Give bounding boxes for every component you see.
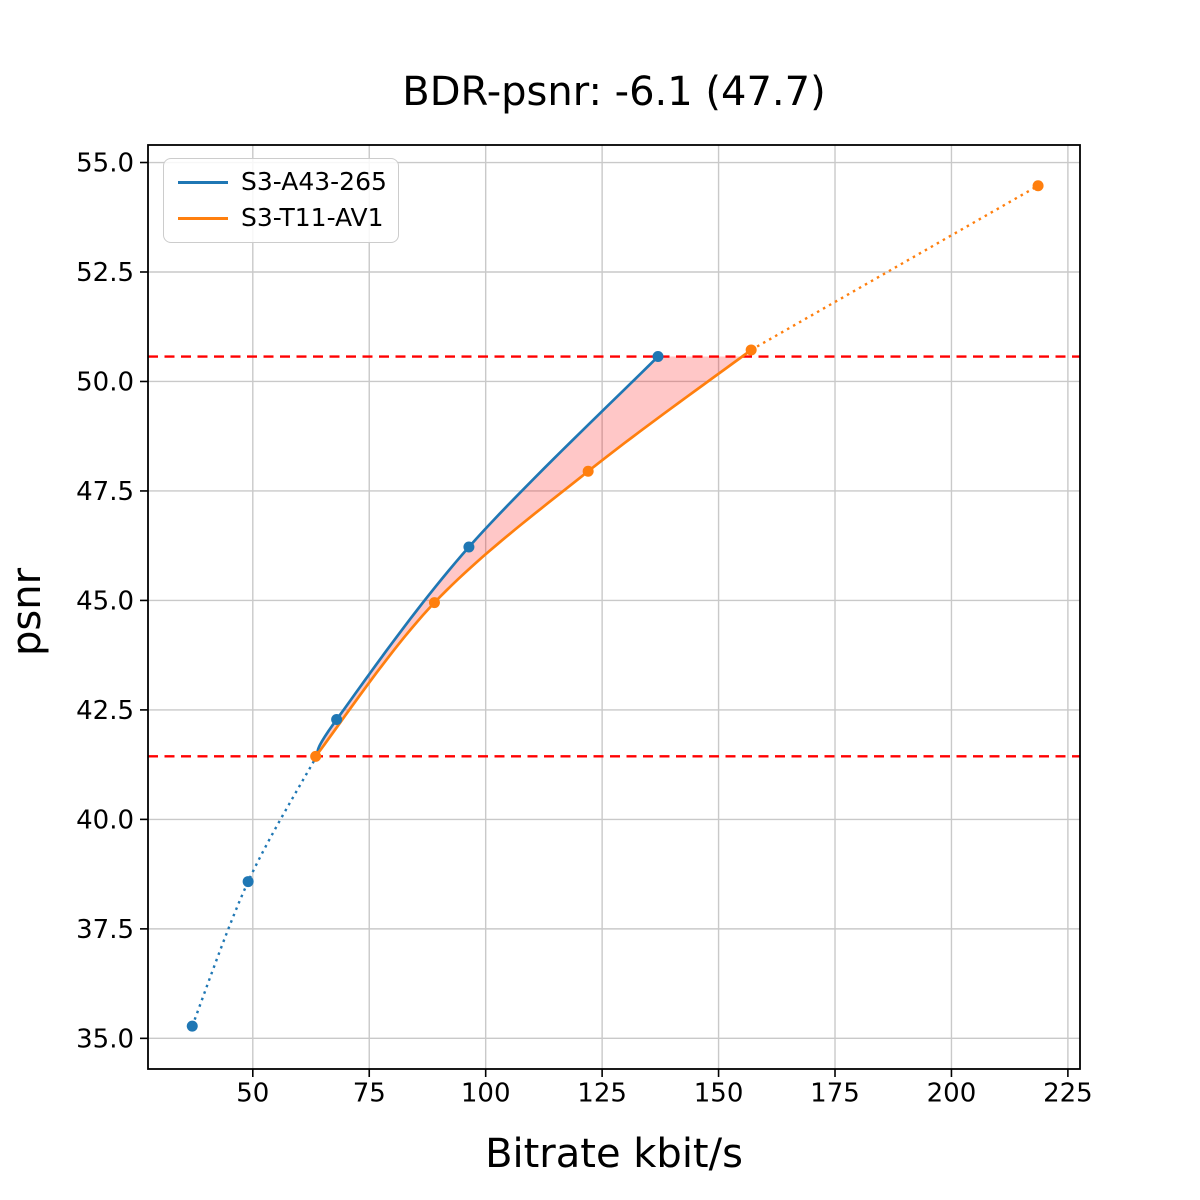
x-tick-label: 175 [810,1078,860,1108]
y-tick-label: 37.5 [76,915,134,945]
y-tick-label: 50.0 [76,367,134,397]
data-point-marker [463,541,475,553]
legend: S3-A43-265 S3-T11-AV1 [163,158,399,243]
series-line-dotted [191,755,318,1027]
series-line-dotted [750,184,1039,351]
data-point-marker [186,1020,198,1032]
data-point-marker [242,876,254,888]
data-point-marker [1032,180,1044,192]
legend-line-sample-orange [178,216,228,220]
x-axis-label: Bitrate kbit/s [485,1131,743,1177]
chart-title: BDR-psnr: -6.1 (47.7) [402,69,826,115]
y-tick-label: 35.0 [76,1024,134,1054]
data-point-marker [582,465,594,477]
y-tick-label: 47.5 [76,477,134,507]
y-tick-label: 55.0 [76,149,134,179]
data-point-marker [331,714,343,726]
data-point-marker [745,344,757,356]
x-tick-label: 100 [461,1078,511,1108]
y-tick-label: 45.0 [76,586,134,616]
y-axis-label: psnr [4,567,50,657]
series-line-solid [314,348,752,758]
x-tick-label: 225 [1043,1078,1093,1108]
x-tick-label: 50 [236,1078,269,1108]
x-tick-label: 150 [694,1078,744,1108]
legend-label: S3-T11-AV1 [241,202,384,232]
y-tick-label: 52.5 [76,258,134,288]
legend-item-s3-t11-av1: S3-T11-AV1 [178,202,384,233]
x-tick-label: 75 [353,1078,386,1108]
series-line-solid [315,355,659,757]
x-tick-label: 125 [577,1078,627,1108]
axes-frame [147,144,1081,1070]
data-point-marker [652,351,664,363]
data-point-marker [310,750,322,762]
data-point-marker [428,597,440,609]
x-tick-label: 200 [927,1078,977,1108]
legend-item-s3-a43-265: S3-A43-265 [178,167,387,197]
legend-line-sample-blue [178,180,228,184]
fill-region [315,356,743,757]
y-tick-label: 40.0 [76,805,134,835]
legend-label: S3-A43-265 [241,167,387,196]
y-tick-label: 42.5 [76,696,134,726]
